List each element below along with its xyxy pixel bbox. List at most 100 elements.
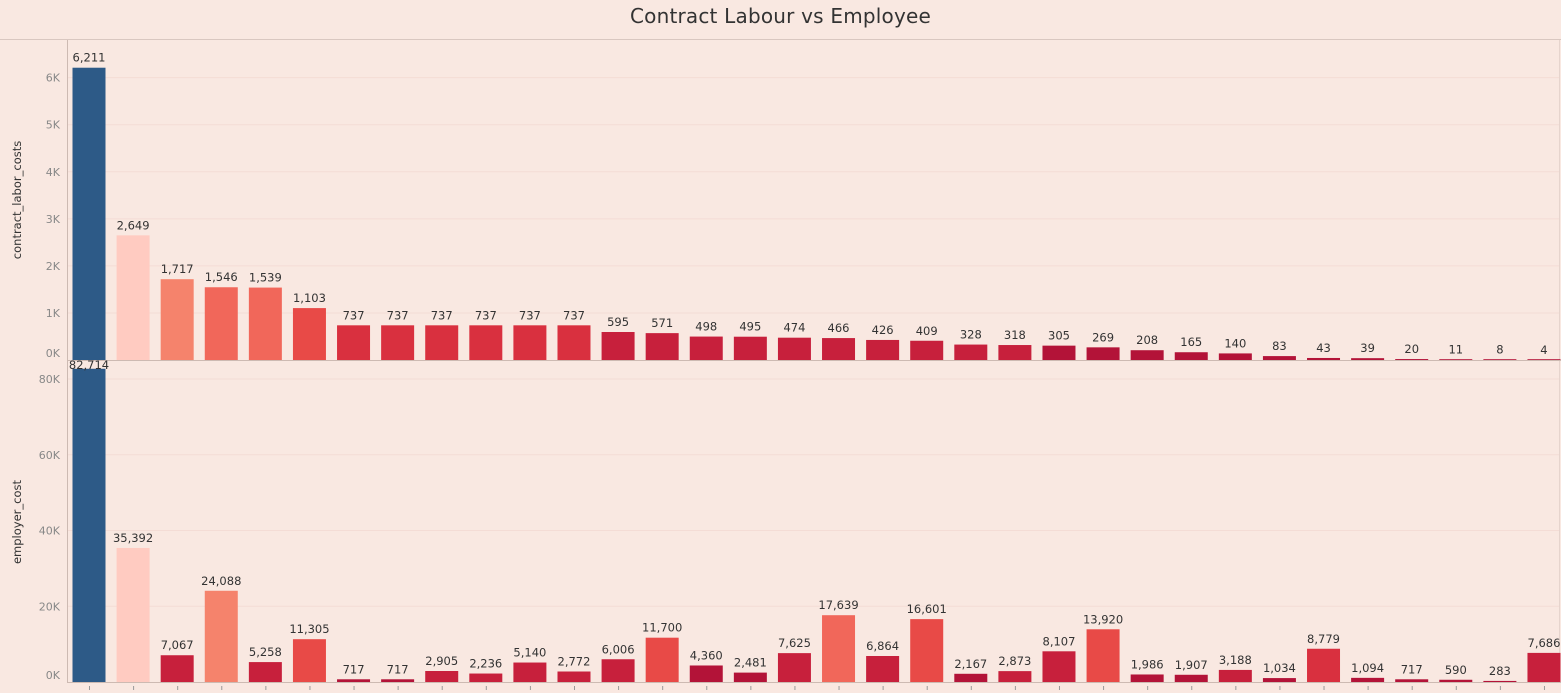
bar bbox=[1395, 679, 1429, 682]
bar bbox=[1174, 352, 1208, 360]
bar-value-label: 318 bbox=[1004, 328, 1026, 342]
bar-value-label: 737 bbox=[475, 308, 497, 322]
bar-value-label: 8,107 bbox=[1043, 634, 1076, 648]
bar bbox=[72, 67, 106, 360]
bar bbox=[1262, 356, 1296, 360]
bar-value-label: 6,006 bbox=[602, 642, 635, 656]
bar bbox=[469, 325, 503, 360]
bar bbox=[601, 659, 635, 682]
bar bbox=[116, 547, 150, 682]
bar-value-label: 6,211 bbox=[73, 51, 106, 65]
bar-value-label: 43 bbox=[1316, 341, 1331, 355]
bar-value-label: 39 bbox=[1360, 341, 1375, 355]
bar bbox=[777, 653, 811, 682]
bar bbox=[1130, 674, 1164, 682]
bar bbox=[998, 671, 1032, 682]
bar bbox=[1351, 677, 1385, 682]
bar-value-label: 283 bbox=[1489, 664, 1511, 678]
bar bbox=[248, 287, 282, 360]
bar-value-label: 1,986 bbox=[1131, 657, 1164, 671]
bar-value-label: 2,772 bbox=[558, 655, 591, 669]
bar-value-label: 6,864 bbox=[866, 639, 899, 653]
bar-value-label: 11,305 bbox=[289, 622, 329, 636]
bar bbox=[1174, 674, 1208, 682]
bar-value-label: 11 bbox=[1448, 342, 1463, 356]
bar-value-label: 1,094 bbox=[1351, 661, 1384, 675]
bar bbox=[469, 673, 503, 682]
bar bbox=[954, 344, 988, 360]
bar bbox=[1527, 652, 1561, 682]
y-tick-label: 40K bbox=[39, 525, 61, 538]
y-tick-label: 5K bbox=[46, 119, 61, 132]
bar-value-label: 305 bbox=[1048, 329, 1070, 343]
bar bbox=[1307, 648, 1341, 682]
y-tick-label: 6K bbox=[46, 72, 61, 85]
bar bbox=[337, 325, 371, 360]
bar bbox=[1439, 359, 1473, 360]
bar bbox=[1218, 353, 1252, 360]
bar-value-label: 8 bbox=[1496, 343, 1503, 357]
bar-value-label: 35,392 bbox=[113, 531, 153, 545]
bar-value-label: 2,481 bbox=[734, 656, 767, 670]
bar bbox=[160, 279, 194, 360]
bar bbox=[1351, 358, 1385, 360]
bar-value-label: 7,625 bbox=[778, 636, 811, 650]
bar bbox=[1130, 350, 1164, 360]
bar-value-label: 82,714 bbox=[69, 358, 109, 372]
bar-value-label: 590 bbox=[1445, 663, 1467, 677]
bar-value-label: 595 bbox=[607, 315, 629, 329]
bar bbox=[1262, 678, 1296, 682]
y-tick-label: 4K bbox=[46, 166, 61, 179]
y-tick-label: 20K bbox=[39, 600, 61, 613]
bar bbox=[645, 637, 679, 682]
bar-value-label: 7,686 bbox=[1528, 636, 1561, 650]
bar-value-label: 466 bbox=[828, 321, 850, 335]
bar-value-label: 165 bbox=[1180, 335, 1202, 349]
bar-value-label: 717 bbox=[343, 662, 365, 676]
bar bbox=[954, 673, 988, 682]
bar bbox=[910, 619, 944, 682]
bar-value-label: 737 bbox=[431, 308, 453, 322]
bar bbox=[866, 656, 900, 682]
bar bbox=[160, 655, 194, 682]
bar-value-label: 737 bbox=[519, 308, 541, 322]
bar-value-label: 3,188 bbox=[1219, 653, 1252, 667]
bar bbox=[292, 308, 326, 360]
bar bbox=[72, 368, 106, 682]
bar bbox=[1307, 357, 1341, 360]
bar-value-label: 2,649 bbox=[117, 218, 150, 232]
bar-value-label: 2,873 bbox=[998, 654, 1031, 668]
bar bbox=[733, 336, 767, 360]
bar bbox=[689, 665, 723, 682]
chart-title: Contract Labour vs Employee bbox=[629, 4, 932, 28]
bar-value-label: 474 bbox=[783, 321, 805, 335]
bar-value-label: 11,700 bbox=[642, 621, 682, 635]
bar-value-label: 737 bbox=[343, 308, 365, 322]
bar bbox=[777, 337, 811, 360]
bar-value-label: 4,360 bbox=[690, 648, 723, 662]
bar-value-label: 1,539 bbox=[249, 271, 282, 285]
bar bbox=[204, 287, 238, 360]
bar-value-label: 1,546 bbox=[205, 270, 238, 284]
bar bbox=[337, 679, 371, 682]
bar-value-label: 20 bbox=[1404, 342, 1419, 356]
bar-value-label: 737 bbox=[387, 308, 409, 322]
bar bbox=[601, 332, 635, 360]
bar-value-label: 8,779 bbox=[1307, 632, 1340, 646]
bar-value-label: 17,639 bbox=[818, 598, 858, 612]
bar-value-label: 571 bbox=[651, 316, 673, 330]
bar bbox=[1439, 679, 1473, 682]
bar bbox=[425, 325, 459, 360]
bar-value-label: 2,236 bbox=[469, 657, 502, 671]
bar-value-label: 2,167 bbox=[954, 657, 987, 671]
bar-value-label: 2,905 bbox=[425, 654, 458, 668]
bar bbox=[645, 333, 679, 360]
y-axis-label: employer_cost bbox=[10, 479, 24, 564]
bar bbox=[557, 671, 591, 682]
bar bbox=[1395, 359, 1429, 360]
bar-value-label: 737 bbox=[563, 308, 585, 322]
bar-value-label: 498 bbox=[695, 320, 717, 334]
y-axis-label: contract_labor_costs bbox=[10, 141, 24, 259]
bar bbox=[1483, 680, 1517, 682]
